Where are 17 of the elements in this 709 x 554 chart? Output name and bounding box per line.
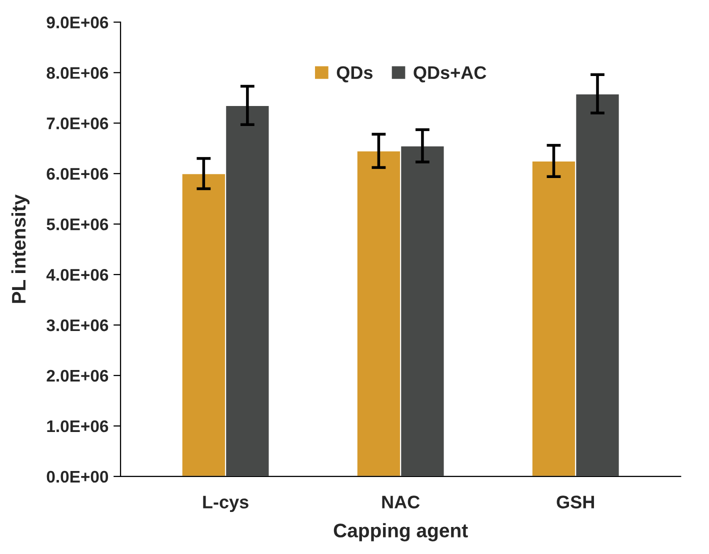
x-axis-title: Capping agent [334, 523, 468, 542]
y-tick-label: 4.0E+06 [46, 268, 108, 281]
legend-label: QDs+AC [414, 66, 486, 82]
x-tick-label: L-cys [203, 496, 248, 512]
y-tick-label: 6.0E+06 [46, 168, 108, 180]
y-tick-label: 9.0E+06 [46, 16, 108, 28]
y-axis-title: PL intensity [11, 194, 30, 303]
y-tick-label: 3.0E+06 [46, 319, 108, 332]
x-tick-label: GSH [556, 496, 594, 508]
y-tick-label: 5.0E+06 [46, 218, 108, 230]
x-tick-label: NAC [382, 496, 420, 508]
y-tick-label: 2.0E+06 [46, 370, 108, 382]
y-tick-label: 0.0E+00 [46, 470, 108, 483]
y-tick-label: 1.0E+06 [47, 420, 108, 432]
y-tick-label: 8.0E+06 [46, 67, 108, 79]
y-tick-label: 7.0E+06 [46, 118, 108, 130]
legend-label: QDs [336, 66, 373, 82]
